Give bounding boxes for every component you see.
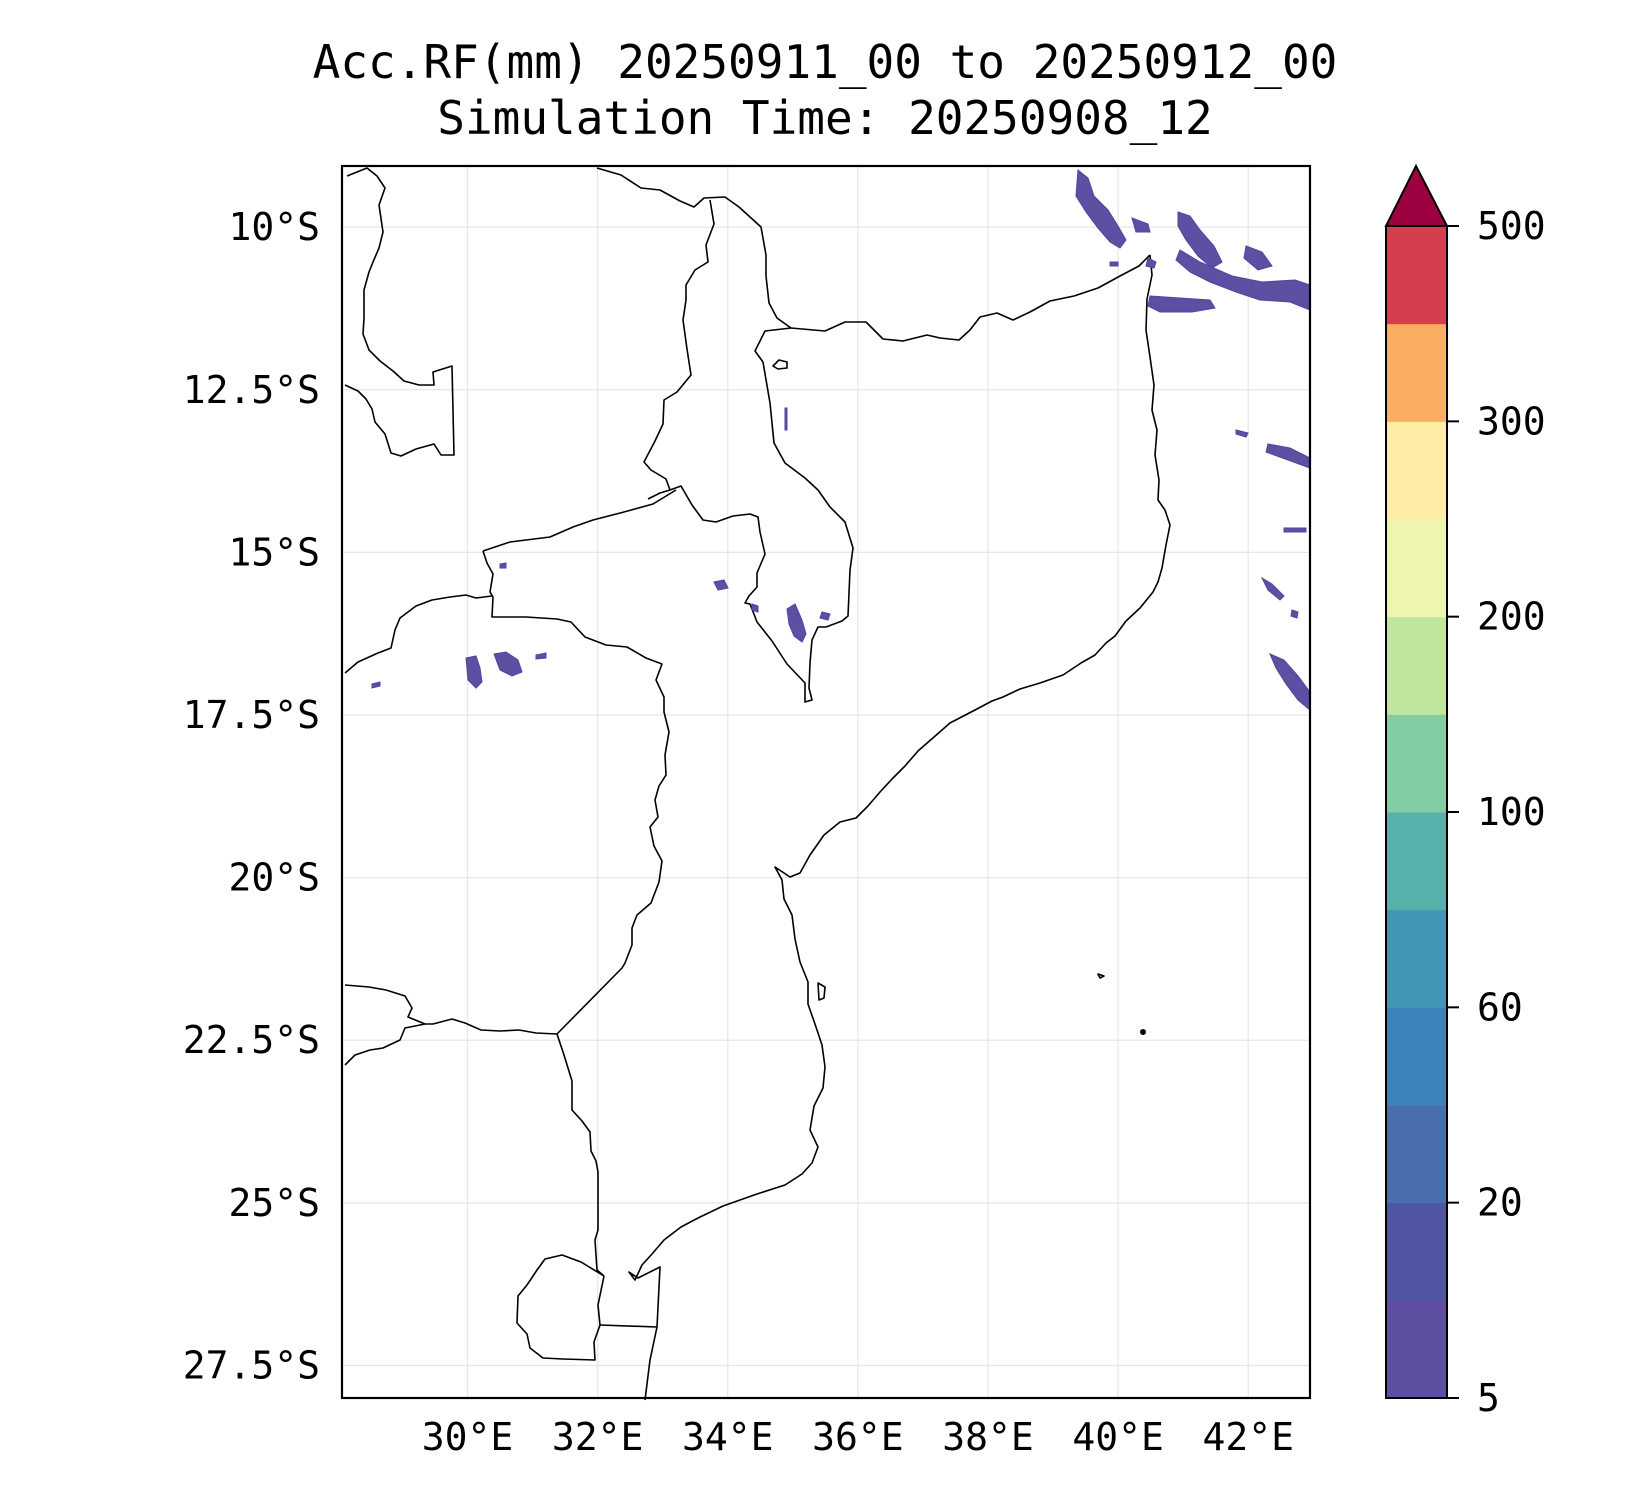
rain-patch: [1260, 576, 1285, 601]
island-outline: [1097, 973, 1105, 979]
colorbar-ticks: 5 20 60 100 200 300 500: [1447, 204, 1546, 1420]
rain-patch: [535, 652, 547, 660]
colorbar-segment: [1386, 909, 1447, 1008]
y-tick-label: 22.5°S: [183, 1018, 320, 1062]
border-line: [344, 167, 455, 457]
border-line: [482, 489, 677, 552]
rain-patch: [1109, 261, 1119, 267]
rain-patch: [784, 407, 788, 431]
rainfall-contours: [371, 169, 1311, 712]
x-tick-label: 38°E: [942, 1415, 1034, 1459]
rain-patch: [499, 562, 507, 569]
colorbar-tick-label: 5: [1477, 1376, 1500, 1420]
border-line: [596, 167, 854, 703]
y-tick-label: 17.5°S: [183, 693, 320, 737]
rain-patch: [1235, 429, 1249, 438]
colorbar-segment: [1386, 226, 1447, 325]
border-line: [482, 550, 670, 1035]
colorbar-segment: [1386, 1105, 1447, 1204]
border-line: [344, 594, 493, 674]
y-axis-ticks: 10°S 12.5°S 15°S 17.5°S 20°S 22.5°S 25°S 27.5°S: [183, 205, 320, 1387]
colorbar-tick-label: 300: [1477, 399, 1546, 443]
rain-patch: [786, 603, 807, 643]
map-subtitle: Simulation Time: 20250908_12: [437, 91, 1213, 145]
colorbar-tick-label: 20: [1477, 1181, 1523, 1225]
colorbar-tick-label: 500: [1477, 204, 1546, 248]
rain-patch: [1131, 217, 1151, 233]
colorbar-segment: [1386, 421, 1447, 520]
border-line: [556, 1033, 605, 1277]
colorbar-tick-label: 100: [1477, 790, 1546, 834]
border-line: [516, 1254, 605, 1361]
gridlines: [342, 166, 1310, 1398]
rain-patch: [1175, 249, 1311, 311]
y-tick-label: 10°S: [228, 205, 320, 249]
colorbar-segment: [1386, 1007, 1447, 1106]
rain-patch: [493, 651, 523, 677]
x-tick-label: 32°E: [552, 1415, 644, 1459]
colorbar-segment: [1386, 1202, 1447, 1301]
island-marker: [1140, 1029, 1146, 1035]
map-title: Acc.RF(mm) 20250911_00 to 20250912_00: [312, 35, 1338, 89]
colorbar-tick-label: 200: [1477, 595, 1546, 639]
border-line: [772, 359, 788, 370]
x-tick-label: 42°E: [1202, 1415, 1294, 1459]
rain-patch: [713, 579, 729, 591]
y-tick-label: 25°S: [228, 1181, 320, 1225]
colorbar-segments: [1386, 226, 1447, 1399]
border-line: [344, 1023, 426, 1066]
rain-patch: [1265, 443, 1311, 469]
colorbar-extend-arrow: [1384, 163, 1449, 227]
map-frame: [340, 164, 1312, 1400]
y-tick-label: 15°S: [228, 530, 320, 574]
border-line: [599, 1324, 658, 1328]
rain-patch: [1145, 257, 1157, 269]
colorbar-segment: [1386, 323, 1447, 422]
colorbar: 5 20 60 100 200 300 500: [1384, 163, 1546, 1420]
colorbar-segment: [1386, 1300, 1447, 1399]
rain-patch: [465, 655, 483, 689]
y-tick-label: 20°S: [228, 856, 320, 900]
rain-patch: [1075, 169, 1127, 249]
rain-patch: [751, 603, 759, 613]
country-borders: [344, 167, 1171, 1401]
colorbar-segment: [1386, 812, 1447, 911]
rain-patch: [1290, 609, 1299, 619]
colorbar-tick-label: 60: [1477, 985, 1523, 1029]
x-tick-label: 30°E: [422, 1415, 514, 1459]
x-tick-label: 34°E: [682, 1415, 774, 1459]
border-line: [344, 984, 558, 1035]
rain-patch: [1177, 211, 1223, 269]
colorbar-segment: [1386, 519, 1447, 618]
y-tick-label: 27.5°S: [183, 1343, 320, 1387]
islands: [1097, 973, 1146, 1035]
rain-patch: [1283, 527, 1307, 533]
rain-patch: [819, 611, 831, 621]
x-tick-label: 36°E: [812, 1415, 904, 1459]
x-tick-label: 40°E: [1072, 1415, 1164, 1459]
rain-patch: [1269, 653, 1311, 712]
colorbar-segment: [1386, 714, 1447, 813]
rain-patch: [1147, 295, 1216, 313]
y-tick-label: 12.5°S: [183, 368, 320, 412]
border-line: [643, 199, 715, 491]
coastline: [628, 254, 1171, 1401]
rain-patch: [371, 681, 381, 689]
border-line: [790, 254, 1151, 342]
x-axis-ticks: 30°E 32°E 34°E 36°E 38°E 40°E 42°E: [422, 1415, 1294, 1459]
coastline: [817, 982, 826, 1001]
rain-patch: [1243, 245, 1273, 271]
colorbar-segment: [1386, 616, 1447, 715]
